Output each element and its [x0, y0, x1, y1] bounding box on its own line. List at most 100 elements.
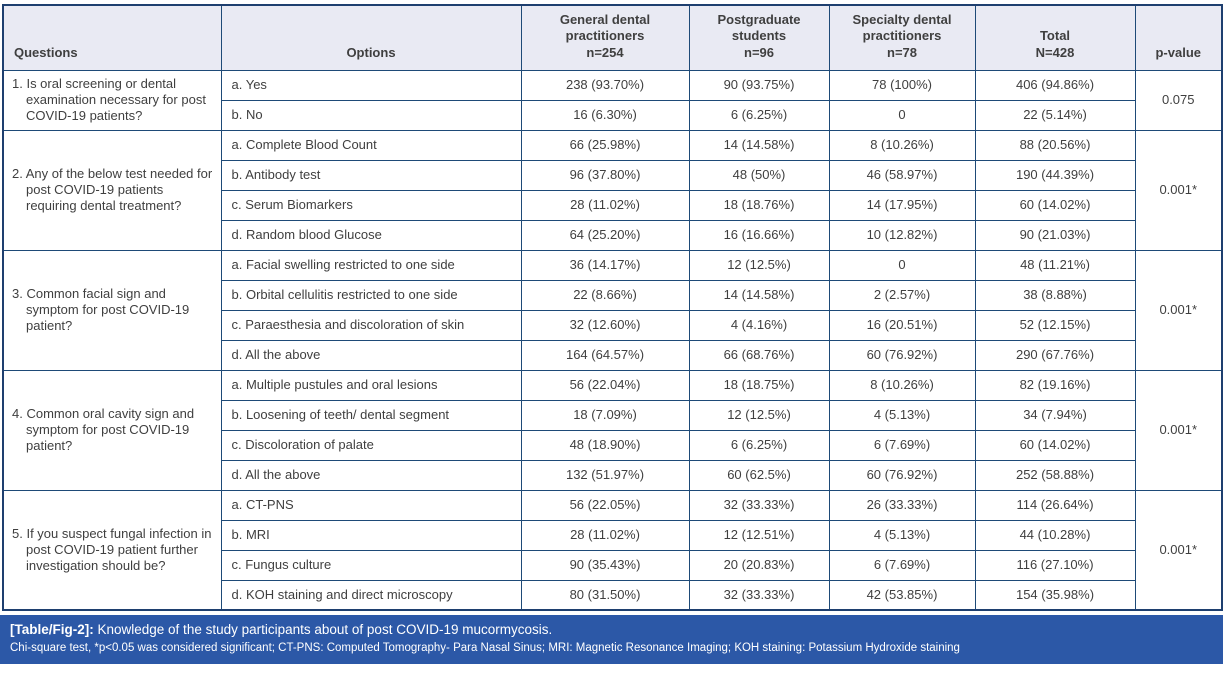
value-pg: 32 (33.33%) — [688, 489, 830, 521]
value-pg: 60 (62.5%) — [688, 459, 830, 491]
option-cell: d. All the above — [220, 339, 522, 371]
value-sdp: 4 (5.13%) — [828, 399, 976, 431]
value-sdp: 6 (7.69%) — [828, 549, 976, 581]
pvalue-cell-5: 0.001* — [1134, 489, 1223, 611]
value-sdp: 0 — [828, 249, 976, 281]
table-row: b. No 16 (6.30%) 6 (6.25%) 0 22 (5.14%) — [3, 99, 1222, 131]
header-row: Questions Options General dental practit… — [2, 4, 1223, 71]
value-sdp: 60 (76.92%) — [828, 339, 976, 371]
value-pg: 12 (12.5%) — [688, 399, 830, 431]
value-total: 60 (14.02%) — [974, 429, 1136, 461]
value-total: 22 (5.14%) — [974, 99, 1136, 131]
value-gdp: 22 (8.66%) — [520, 279, 690, 311]
value-gdp: 28 (11.02%) — [520, 189, 690, 221]
col-header-specialty-dental: Specialty dental practitioners n=78 — [828, 4, 976, 71]
value-gdp: 80 (31.50%) — [520, 579, 690, 611]
table-row: b. Loosening of teeth/ dental segment 18… — [3, 399, 1222, 431]
option-cell: b. Orbital cellulitis restricted to one … — [220, 279, 522, 311]
option-cell: d. Random blood Glucose — [220, 219, 522, 251]
table-row: c. Discoloration of palate 48 (18.90%) 6… — [3, 429, 1222, 461]
col-header-pvalue: p-value — [1134, 4, 1223, 71]
col-header-general-dental: General dental practitioners n=254 — [520, 4, 690, 71]
table-footnote: Chi-square test, *p<0.05 was considered … — [10, 642, 960, 655]
value-total: 82 (19.16%) — [974, 369, 1136, 401]
value-pg: 18 (18.76%) — [688, 189, 830, 221]
value-pg: 6 (6.25%) — [688, 429, 830, 461]
value-total: 90 (21.03%) — [974, 219, 1136, 251]
value-total: 48 (11.21%) — [974, 249, 1136, 281]
value-sdp: 4 (5.13%) — [828, 519, 976, 551]
value-pg: 18 (18.75%) — [688, 369, 830, 401]
value-gdp: 28 (11.02%) — [520, 519, 690, 551]
table-body: 1. Is oral screening or dental examinati… — [2, 69, 1223, 611]
table-caption-band: [Table/Fig-2]: Knowledge of the study pa… — [0, 615, 1223, 664]
value-total: 116 (27.10%) — [974, 549, 1136, 581]
value-pg: 12 (12.5%) — [688, 249, 830, 281]
value-sdp: 42 (53.85%) — [828, 579, 976, 611]
question-cell-1: 1. Is oral screening or dental examinati… — [2, 69, 222, 131]
table-row: b. Antibody test 96 (37.80%) 48 (50%) 46… — [3, 159, 1222, 191]
option-cell: a. Facial swelling restricted to one sid… — [220, 249, 522, 281]
value-gdp: 48 (18.90%) — [520, 429, 690, 461]
value-sdp: 6 (7.69%) — [828, 429, 976, 461]
table-row: 2. Any of the below test needed for post… — [2, 129, 1223, 251]
question-cell-2: 2. Any of the below test needed for post… — [2, 129, 222, 251]
value-sdp: 60 (76.92%) — [828, 459, 976, 491]
value-gdp: 164 (64.57%) — [520, 339, 690, 371]
option-cell: a. Complete Blood Count — [220, 129, 522, 161]
value-sdp: 16 (20.51%) — [828, 309, 976, 341]
value-gdp: 66 (25.98%) — [520, 129, 690, 161]
value-pg: 6 (6.25%) — [688, 99, 830, 131]
option-cell: a. Multiple pustules and oral lesions — [220, 369, 522, 401]
value-gdp: 64 (25.20%) — [520, 219, 690, 251]
pvalue-cell-2: 0.001* — [1134, 129, 1223, 251]
value-pg: 48 (50%) — [688, 159, 830, 191]
question-cell-4: 4. Common oral cavity sign and symptom f… — [2, 369, 222, 491]
col-header-total: Total N=428 — [974, 4, 1136, 71]
value-pg: 32 (33.33%) — [688, 579, 830, 611]
option-cell: a. Yes — [220, 69, 522, 101]
value-total: 290 (67.76%) — [974, 339, 1136, 371]
caption-text: Knowledge of the study participants abou… — [93, 622, 553, 638]
value-pg: 14 (14.58%) — [688, 129, 830, 161]
table-caption: [Table/Fig-2]: Knowledge of the study pa… — [10, 621, 1213, 639]
value-total: 34 (7.94%) — [974, 399, 1136, 431]
value-total: 38 (8.88%) — [974, 279, 1136, 311]
value-sdp: 2 (2.57%) — [828, 279, 976, 311]
value-sdp: 0 — [828, 99, 976, 131]
value-sdp: 46 (58.97%) — [828, 159, 976, 191]
question-cell-3: 3. Common facial sign and symptom for po… — [2, 249, 222, 371]
pvalue-cell-3: 0.001* — [1134, 249, 1223, 371]
table-row: 4. Common oral cavity sign and symptom f… — [2, 369, 1223, 491]
option-cell: c. Paraesthesia and discoloration of ski… — [220, 309, 522, 341]
value-pg: 16 (16.66%) — [688, 219, 830, 251]
value-gdp: 16 (6.30%) — [520, 99, 690, 131]
option-cell: a. CT-PNS — [220, 489, 522, 521]
value-total: 154 (35.98%) — [974, 579, 1136, 611]
table-row: 5. If you suspect fungal infection in po… — [2, 489, 1223, 611]
knowledge-table: Questions Options General dental practit… — [2, 4, 1223, 612]
option-cell: b. Antibody test — [220, 159, 522, 191]
value-total: 252 (58.88%) — [974, 459, 1136, 491]
value-sdp: 8 (10.26%) — [828, 129, 976, 161]
value-pg: 90 (93.75%) — [688, 69, 830, 101]
value-pg: 20 (20.83%) — [688, 549, 830, 581]
option-cell: b. Loosening of teeth/ dental segment — [220, 399, 522, 431]
option-cell: d. All the above — [220, 459, 522, 491]
option-cell: d. KOH staining and direct microscopy — [220, 579, 522, 611]
value-gdp: 18 (7.09%) — [520, 399, 690, 431]
col-header-options: Options — [220, 4, 522, 71]
col-header-questions: Questions — [2, 4, 222, 71]
figure-page: Questions Options General dental practit… — [0, 4, 1223, 693]
value-gdp: 36 (14.17%) — [520, 249, 690, 281]
option-cell: c. Discoloration of palate — [220, 429, 522, 461]
value-sdp: 26 (33.33%) — [828, 489, 976, 521]
value-total: 114 (26.64%) — [974, 489, 1136, 521]
value-pg: 4 (4.16%) — [688, 309, 830, 341]
table-row: 3. Common facial sign and symptom for po… — [2, 249, 1223, 371]
value-sdp: 10 (12.82%) — [828, 219, 976, 251]
value-total: 88 (20.56%) — [974, 129, 1136, 161]
pvalue-cell-4: 0.001* — [1134, 369, 1223, 491]
value-total: 52 (12.15%) — [974, 309, 1136, 341]
value-gdp: 32 (12.60%) — [520, 309, 690, 341]
